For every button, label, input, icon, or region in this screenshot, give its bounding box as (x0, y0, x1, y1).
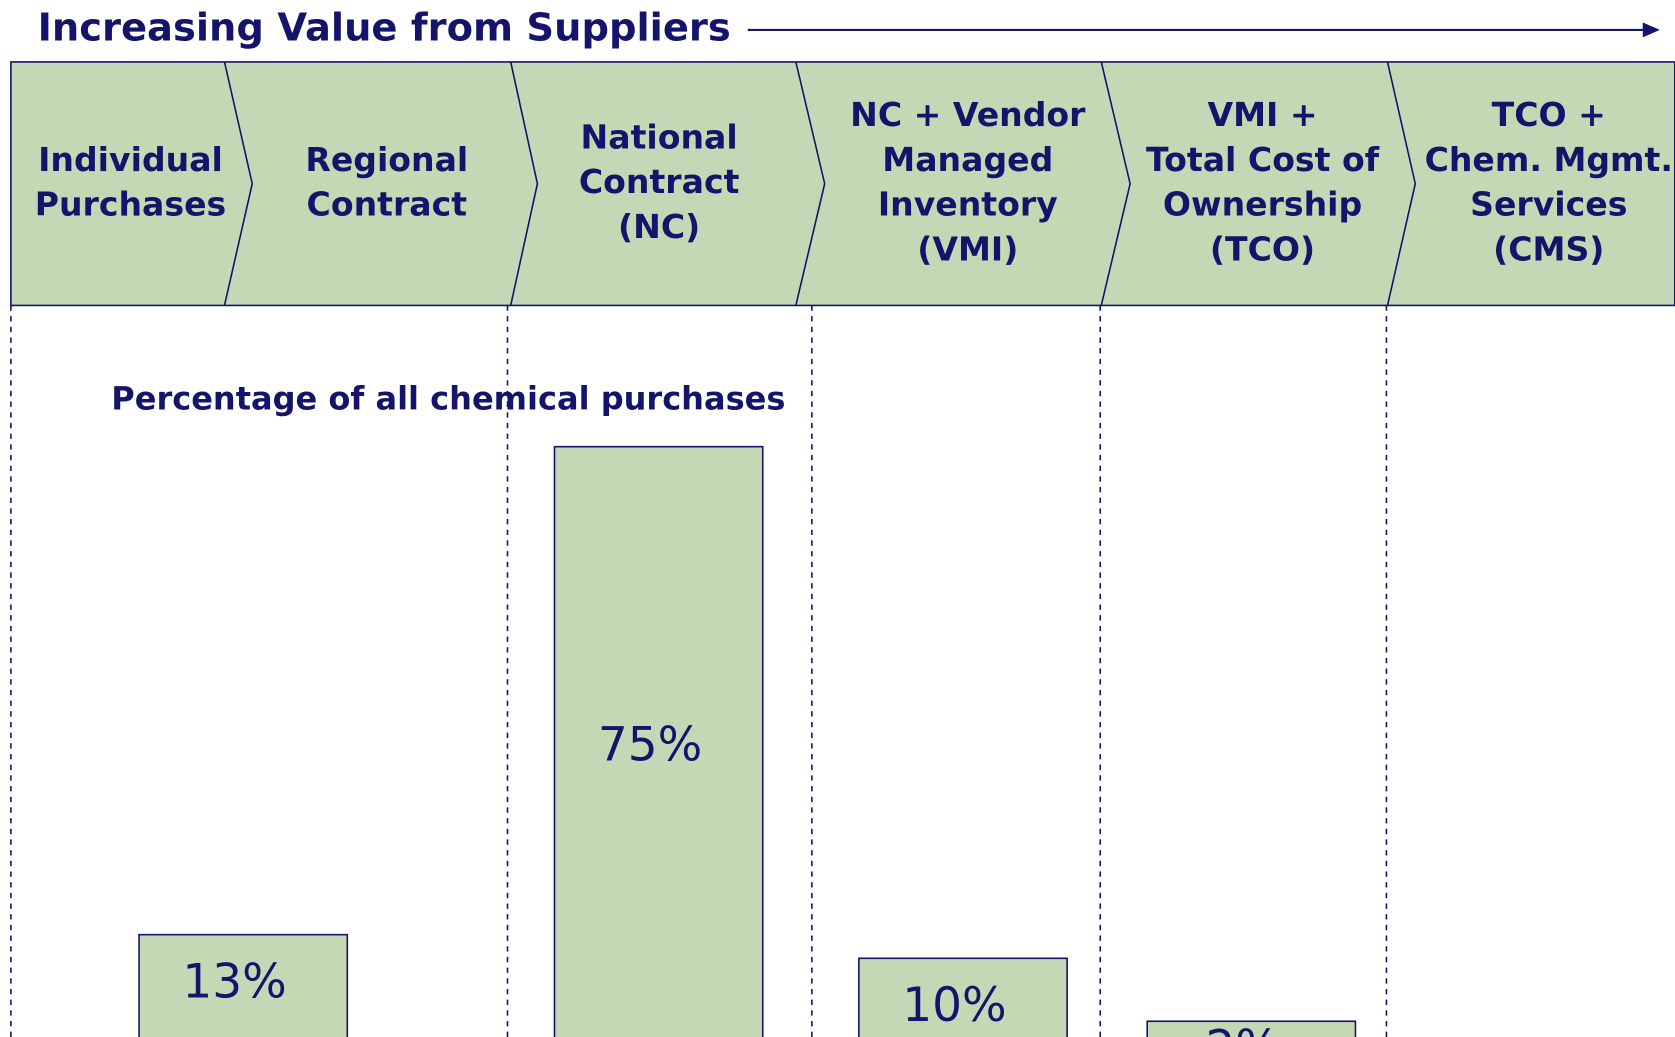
stage-label: VMI + (1207, 95, 1317, 134)
bar-value-label: 75% (598, 717, 702, 772)
bar (138, 933, 349, 1037)
stage-label: Purchases (35, 185, 227, 224)
column-dividers (10, 305, 1388, 1037)
stage-label: Ownership (1163, 185, 1362, 224)
arrow-head (1642, 22, 1660, 38)
stage-label: NC + Vendor (850, 95, 1086, 134)
stage-label: Individual (38, 140, 223, 179)
stage-label: Total Cost of (1146, 140, 1380, 179)
stage-label: TCO + (1492, 95, 1606, 134)
stage-label: Inventory (878, 185, 1058, 224)
stage-label: (NC) (618, 207, 700, 246)
stage-label: Services (1470, 185, 1627, 224)
stage-label: (CMS) (1493, 229, 1604, 268)
stage-label: (VMI) (917, 229, 1018, 268)
stage-label: Contract (307, 185, 468, 224)
title: Increasing Value from Suppliers (38, 5, 731, 50)
bar-value-label: 13% (182, 954, 286, 1009)
stage-label: Regional (305, 140, 468, 179)
stage-label: (TCO) (1210, 229, 1315, 268)
stage-label: Contract (579, 162, 740, 201)
stage-band (10, 61, 1675, 307)
bar-value-label: 2% (1206, 1021, 1281, 1037)
stage-label: Managed (882, 140, 1053, 179)
subtitle: Percentage of all chemical purchases (111, 379, 785, 417)
stage-label: Chem. Mgmt. (1425, 140, 1673, 179)
bar-value-label: 10% (902, 978, 1006, 1033)
bar (858, 957, 1068, 1037)
bar (553, 445, 764, 1037)
stage-label: National (581, 117, 738, 156)
chevron-dividers (223, 61, 1417, 306)
bar (1146, 1020, 1357, 1037)
